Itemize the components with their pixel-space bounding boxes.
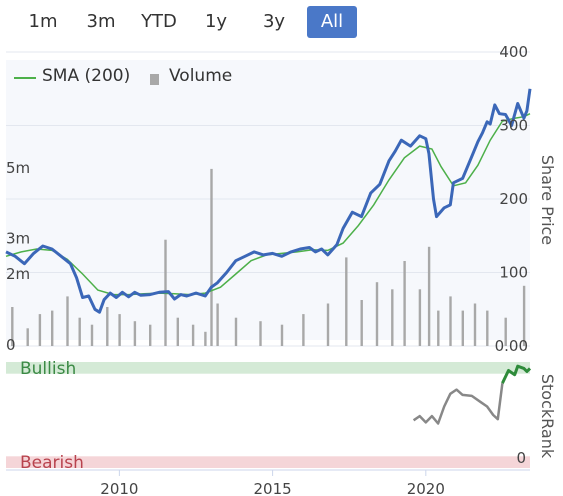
grid-lines xyxy=(6,51,530,347)
range-button-1y[interactable]: 1y xyxy=(204,11,228,32)
volume-bar-24 xyxy=(375,282,379,346)
bearish-label: Bearish xyxy=(20,453,84,473)
volume-bar-19 xyxy=(280,324,284,346)
volume-tick-label-0: 0 xyxy=(6,336,16,354)
stockrank-axis-title: StockRank xyxy=(538,374,557,459)
x-tick-label-2020: 2020 xyxy=(407,480,445,496)
volume-bar-4 xyxy=(66,296,69,346)
price-tick-label-200: 200 xyxy=(499,190,528,208)
volume-bar-6 xyxy=(90,324,94,346)
stockrank-axis-ticks: 0 xyxy=(516,449,526,467)
volume-bar-18 xyxy=(259,321,262,346)
volume-bar-17 xyxy=(234,317,238,346)
price-tick-label-0: 0.00 xyxy=(495,337,528,355)
volume-bar-16 xyxy=(216,303,219,346)
x-tick-label-2015: 2015 xyxy=(254,480,292,496)
volume-bar-10 xyxy=(149,324,152,346)
x-axis-ticks: 2010 2015 2020 xyxy=(100,470,445,496)
range-button-ytd[interactable]: YTD xyxy=(141,11,177,32)
volume-bar-30 xyxy=(449,296,452,346)
volume-bar-27 xyxy=(418,289,422,346)
price-axis-ticks: 0.00 100 200 300 400 xyxy=(495,43,528,355)
volume-legend-swatch[interactable] xyxy=(150,74,159,85)
bearish-zone xyxy=(6,456,530,468)
volume-bar-32 xyxy=(473,303,477,346)
sma-legend-label[interactable]: SMA (200) xyxy=(42,66,131,86)
volume-axis-ticks: 0 2m 3m 5m xyxy=(6,159,30,354)
volume-bar-28 xyxy=(427,246,431,346)
range-button-all[interactable]: All xyxy=(307,6,357,38)
stockrank-neutral-line xyxy=(412,383,504,425)
volume-bar-31 xyxy=(461,310,464,346)
volume-tick-label-3: 5m xyxy=(6,159,30,177)
volume-bar-3 xyxy=(51,310,54,346)
volume-bar-14 xyxy=(204,331,207,346)
x-tick-label-2010: 2010 xyxy=(100,480,138,496)
volume-bar-20 xyxy=(302,314,305,346)
volume-bar-9 xyxy=(133,321,137,346)
volume-bar-15 xyxy=(210,168,213,346)
range-button-3y[interactable]: 3y xyxy=(262,11,286,32)
price-tick-label-300: 300 xyxy=(499,117,528,135)
volume-bar-8 xyxy=(118,314,121,346)
range-button-3m[interactable]: 3m xyxy=(86,11,116,32)
volume-bar-23 xyxy=(360,300,363,346)
sma-legend-swatch[interactable] xyxy=(14,77,36,79)
volume-bar-13 xyxy=(191,324,195,346)
volume-bar-21 xyxy=(326,303,330,346)
price-tick-label-100: 100 xyxy=(499,264,528,282)
bullish-label: Bullish xyxy=(20,359,76,379)
volume-bar-26 xyxy=(403,261,406,346)
volume-bar-29 xyxy=(437,310,440,346)
volume-bar-12 xyxy=(176,317,179,346)
bullish-zone xyxy=(6,362,530,374)
volume-bar-35 xyxy=(522,285,526,346)
stockrank-bullish-line xyxy=(501,364,532,384)
price-tick-label-400: 400 xyxy=(499,43,528,61)
price-plot-area xyxy=(6,60,530,340)
volume-legend-label[interactable]: Volume xyxy=(169,66,233,86)
volume-bar-33 xyxy=(486,310,489,346)
share-price-axis-title: Share Price xyxy=(538,155,557,245)
volume-bar-2 xyxy=(38,314,42,346)
volume-tick-label-2: 3m xyxy=(6,230,30,248)
range-button-1m[interactable]: 1m xyxy=(28,11,58,32)
volume-bar-0 xyxy=(11,307,14,346)
volume-bar-5 xyxy=(78,317,81,346)
volume-bar-7 xyxy=(106,307,109,346)
volume-bar-22 xyxy=(345,257,348,346)
volume-bar-1 xyxy=(26,328,29,346)
price-line xyxy=(5,88,532,314)
volume-tick-label-1: 2m xyxy=(6,265,30,283)
stockrank-tick-label-0: 0 xyxy=(516,449,526,467)
volume-bar-25 xyxy=(391,289,394,346)
volume-bar-34 xyxy=(504,317,507,346)
